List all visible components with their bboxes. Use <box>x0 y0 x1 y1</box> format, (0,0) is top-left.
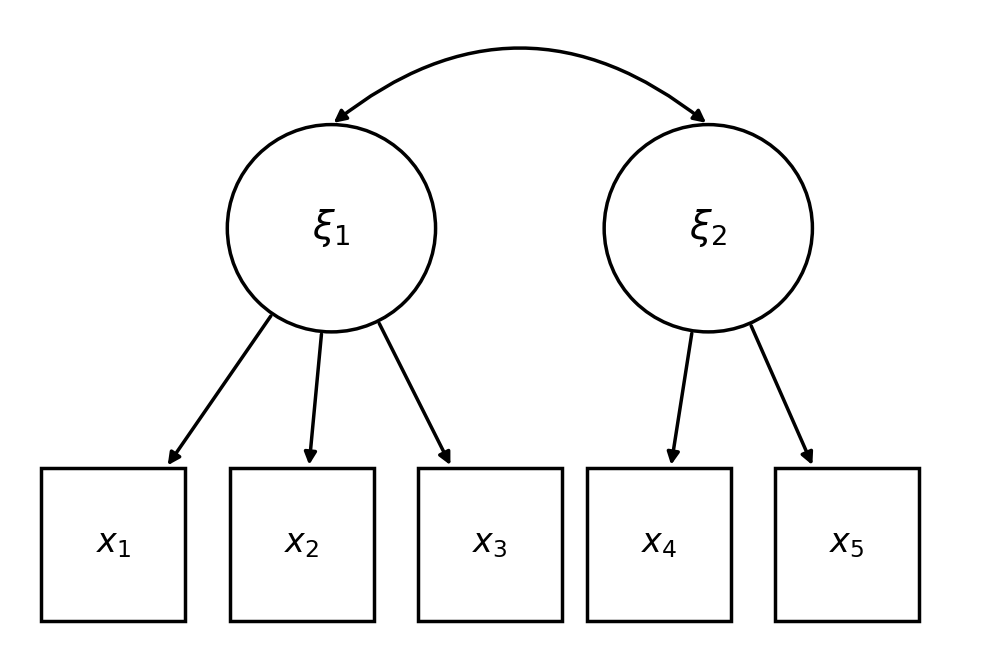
FancyBboxPatch shape <box>775 468 919 620</box>
FancyBboxPatch shape <box>587 468 731 620</box>
Ellipse shape <box>604 125 813 332</box>
Text: $\xi_1$: $\xi_1$ <box>312 207 350 249</box>
Text: $\xi_2$: $\xi_2$ <box>689 207 727 249</box>
FancyBboxPatch shape <box>418 468 562 620</box>
Text: $x_1$: $x_1$ <box>96 528 131 560</box>
Text: $x_3$: $x_3$ <box>472 528 508 560</box>
Text: $x_4$: $x_4$ <box>640 528 677 560</box>
FancyBboxPatch shape <box>230 468 374 620</box>
FancyBboxPatch shape <box>41 468 185 620</box>
Ellipse shape <box>228 125 436 332</box>
Text: $x_2$: $x_2$ <box>284 528 319 560</box>
Text: $x_5$: $x_5$ <box>830 528 865 560</box>
